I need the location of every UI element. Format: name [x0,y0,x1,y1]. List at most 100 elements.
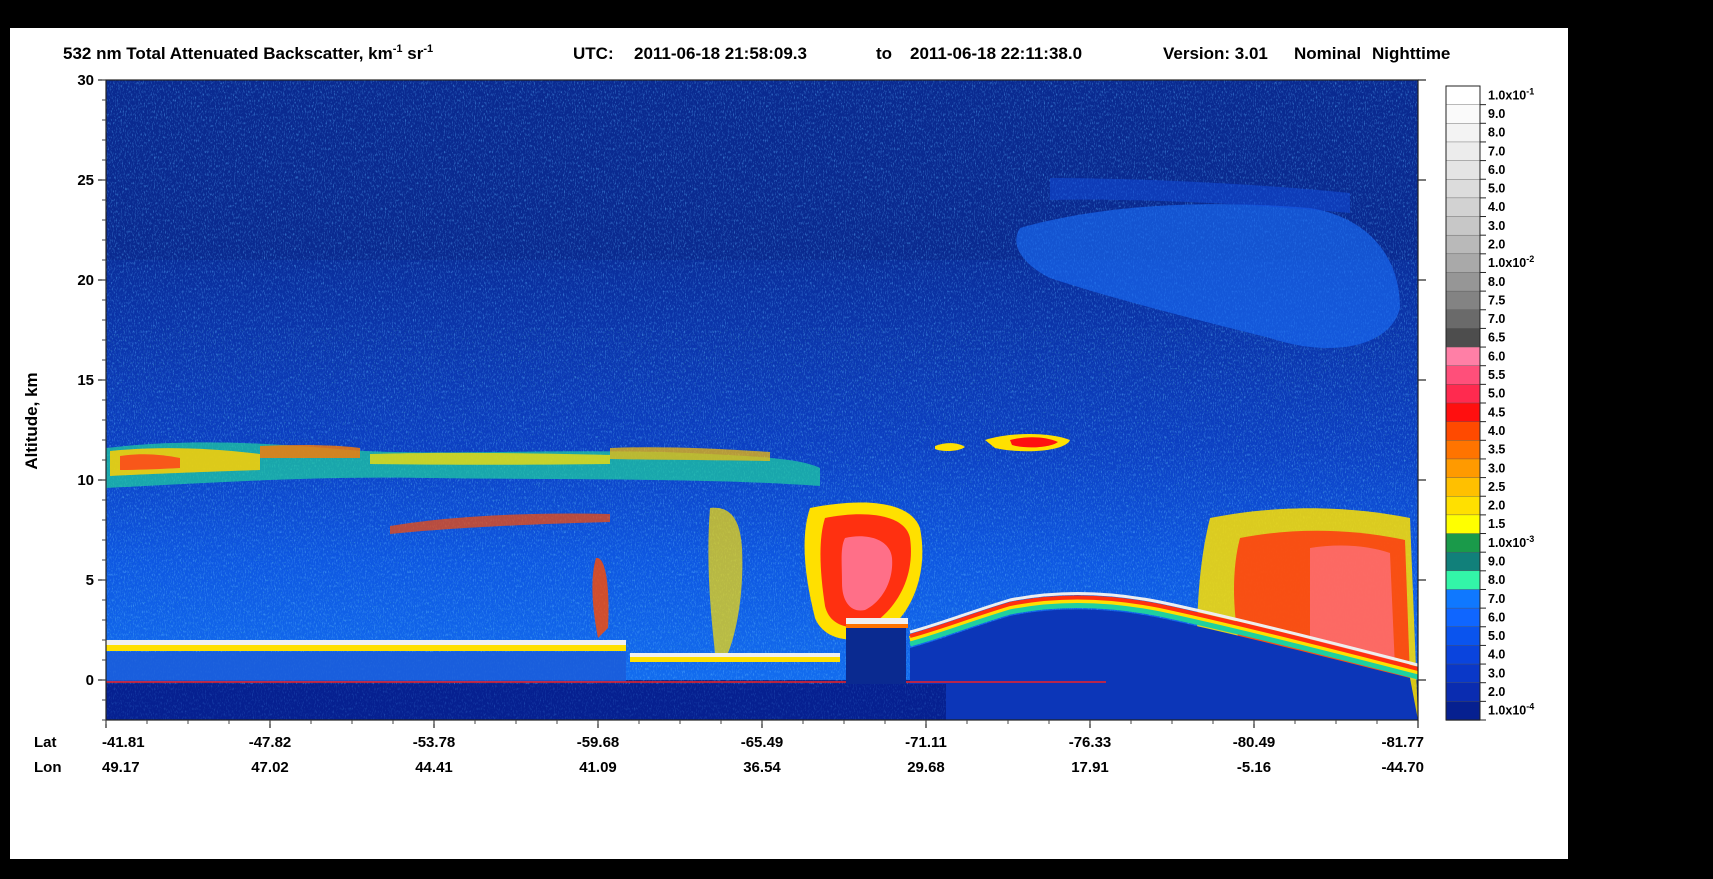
lat-tick-label: -41.81 [102,734,145,751]
lon-tick-label: 47.02 [251,759,289,776]
colorbar-swatch [1445,346,1481,367]
colorbar-label: 5.5 [1488,368,1505,382]
colorbar-swatch [1445,514,1481,535]
utc-to: to [876,44,892,63]
lat-tick-label: -59.68 [577,734,620,751]
colorbar-label: 2.0 [1488,499,1505,513]
colorbar-swatch [1445,328,1481,348]
y-tick-label: 30 [77,72,94,89]
colorbar-label: 7.0 [1488,592,1505,606]
colorbar-label: 4.0 [1488,648,1505,662]
backscatter-chart: 532 nm Total Attenuated Backscatter, km -… [10,28,1568,859]
lat-tick-label: -65.49 [741,734,784,751]
colorbar-label: 3.5 [1488,443,1505,457]
colorbar-label: 1.0x10-3 [1488,534,1534,550]
backscatter-field [106,80,1418,720]
version-label: Version: 3.01 [1163,44,1268,63]
colorbar-swatch [1445,234,1481,255]
colorbar-swatch [1445,551,1481,572]
lon-tick-label: 36.54 [743,759,781,776]
plot-area [105,79,1419,721]
colorbar-label: 1.0x10-4 [1488,702,1534,718]
colorbar-label: 7.0 [1488,312,1505,326]
colorbar-label: 1.0x10-2 [1488,254,1534,270]
colorbar-label: 3.0 [1488,219,1505,233]
colorbar-label: 6.5 [1488,331,1505,345]
colorbar-label: 8.0 [1488,573,1505,587]
y-tick-label: 10 [77,472,94,489]
lat-axis-label: Lat [34,734,57,751]
y-tick-label: 25 [77,172,94,189]
colorbar-swatch [1445,179,1481,199]
utc-label: UTC: [573,44,614,63]
colorbar-label: 6.0 [1488,349,1505,363]
lat-tick-label: -81.77 [1381,734,1424,751]
colorbar-label: 5.0 [1488,387,1505,401]
colorbar-label: 5.0 [1488,182,1505,196]
y-tick-label: 20 [77,272,94,289]
colorbar-swatch [1445,645,1481,665]
title-product: 532 nm Total Attenuated Backscatter, km [63,44,393,63]
colorbar-label: 6.0 [1488,610,1505,624]
colorbar-label: 6.0 [1488,163,1505,177]
colorbar-swatch [1445,141,1481,162]
colorbar-label: 2.0 [1488,238,1505,252]
colorbar-swatch [1445,104,1481,124]
colorbar-swatch [1445,533,1481,553]
colorbar-swatch [1445,589,1481,609]
colorbar-swatch [1445,309,1481,330]
y-axis: 0 5 10 15 20 25 30 [77,72,1426,721]
colorbar-swatch [1445,160,1481,180]
colorbar-swatch [1445,197,1481,218]
colorbar-label: 8.0 [1488,275,1505,289]
colorbar-label: 4.5 [1488,405,1505,419]
colorbar: 1.0x10-1 9.0 8.0 7.0 6.0 5.0 4.0 3.0 2.0 1.0x10-2… [1445,85,1534,721]
utc-start: 2011-06-18 21:58:09.3 [634,44,807,63]
colorbar-swatch [1445,663,1481,684]
top-border [0,0,1713,28]
colorbar-label: 9.0 [1488,555,1505,569]
colorbar-label: 9.0 [1488,107,1505,121]
lon-tick-label: 49.17 [102,759,140,776]
colorbar-swatch [1445,496,1481,516]
lon-tick-label: 44.41 [415,759,453,776]
colorbar-label: 2.5 [1488,480,1505,494]
lat-tick-label: -80.49 [1233,734,1276,751]
bottom-border [0,859,1713,879]
x-axis: -41.81 49.17 -47.82 47.02 -53.78 44.41 -59.68 4… [102,720,1424,776]
colorbar-swatch [1445,626,1481,647]
lon-axis-label: Lon [34,759,62,776]
colorbar-swatch [1445,253,1481,274]
colorbar-label: 4.0 [1488,200,1505,214]
title-sr: sr [403,44,424,63]
mode-label: Nominal [1294,44,1361,63]
lat-tick-label: -47.82 [249,734,292,751]
colorbar-swatch [1445,477,1481,497]
lon-tick-label: -5.16 [1237,759,1271,776]
colorbar-swatch [1445,402,1481,423]
y-axis-label: Altitude, km [22,372,41,469]
title-sup-2: -1 [423,43,433,55]
colorbar-label: 3.0 [1488,666,1505,680]
chart-title: 532 nm Total Attenuated Backscatter, km -… [63,43,433,63]
lat-tick-label: -71.11 [905,734,947,751]
colorbar-label: 1.0x10-1 [1488,86,1534,102]
colorbar-label: 1.5 [1488,517,1505,531]
lon-tick-label: 41.09 [579,759,617,776]
colorbar-label: 4.0 [1488,424,1505,438]
colorbar-swatch [1445,607,1481,628]
right-border [1568,0,1713,879]
colorbar-swatch [1445,216,1481,236]
colorbar-label: 7.5 [1488,293,1505,307]
colorbar-swatch [1445,85,1481,106]
colorbar-swatch [1445,290,1481,311]
colorbar-swatch [1445,365,1481,386]
y-tick-label: 0 [86,672,94,689]
lon-tick-label: 29.68 [907,759,945,776]
colorbar-swatch [1445,384,1481,404]
lat-tick-label: -53.78 [413,734,456,751]
colorbar-label: 8.0 [1488,126,1505,140]
y-tick-label: 15 [77,372,94,389]
colorbar-swatch [1445,682,1481,703]
